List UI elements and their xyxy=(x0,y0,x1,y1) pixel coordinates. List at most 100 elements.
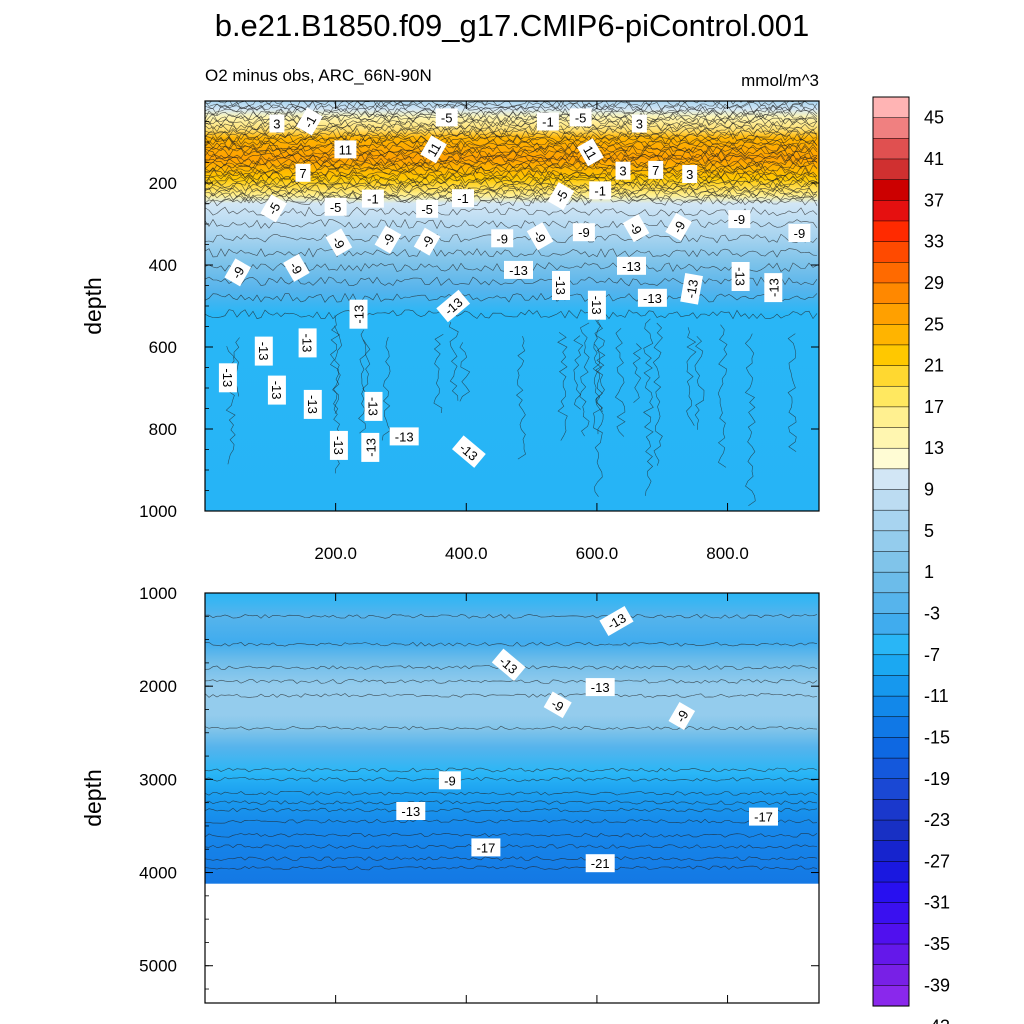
colorbar-label-19: -31 xyxy=(924,893,950,913)
colorbar-label-20: -35 xyxy=(924,934,950,954)
upper-contour-label-14: -5 xyxy=(324,197,347,216)
upper-contour-line-42 xyxy=(205,218,818,230)
colorbar-swatch-8 xyxy=(872,262,910,284)
upper-contour-label-text-35: -13 xyxy=(643,291,662,306)
lower-contour-label-box-9 xyxy=(585,854,615,873)
colorbar-swatch-12 xyxy=(872,344,910,367)
upper-contour-labels: 3 -1 -5 -1 -5 3 11 11 11 7 3 7 3 -5 -5 -1 -5 -1 -5 -1 -9 -9 -9… xyxy=(218,107,811,468)
colorbar-swatch-20 xyxy=(872,509,910,532)
colorbar-label-6: 21 xyxy=(924,356,944,376)
colorbar-swatch-43 xyxy=(872,985,910,1007)
colorbar-label-13: -7 xyxy=(924,645,940,665)
upper-contour-label-text-38: -13 xyxy=(766,278,781,297)
upper-contour-streak-6 xyxy=(595,315,606,435)
lower-contour-labels: -13 -13 -13 -9 -9 -9 -13 -17 -17 -21 xyxy=(396,605,778,873)
upper-ytick-label-3: 800 xyxy=(149,420,177,439)
colorbar-swatch-14 xyxy=(872,385,910,408)
upper-contour-label-2: -5 xyxy=(435,108,458,127)
upper-contour-label-text-45: -13 xyxy=(269,381,284,400)
colorbar-label-8: 13 xyxy=(924,438,944,458)
upper-contour-label-34: -13 xyxy=(617,256,646,275)
upper-contour-streak-22 xyxy=(448,321,459,401)
colorbar-swatch-19 xyxy=(872,489,910,511)
upper-contour-label-text-19: -1 xyxy=(594,183,606,198)
upper-contour-label-11: 7 xyxy=(648,160,664,179)
upper-contour-line-44 xyxy=(205,247,818,258)
upper-contour-streak-17 xyxy=(652,322,663,466)
upper-contour-label-box-27 xyxy=(665,212,692,241)
main-title: b.e21.B1850.f09_g17.CMIP6-piControl.001 xyxy=(215,8,810,43)
colorbar-swatch-3 xyxy=(872,158,910,181)
colorbar-swatch-16 xyxy=(872,427,910,449)
colorbar-swatch-1 xyxy=(872,117,910,139)
upper-contour-label-text-3: -1 xyxy=(542,115,554,130)
colorbar-label-18: -27 xyxy=(924,851,950,871)
upper-ytick-label-1: 400 xyxy=(149,256,177,275)
upper-contour-label-box-37 xyxy=(731,262,750,291)
colorbar-swatch-31 xyxy=(872,737,910,759)
upper-contour-label-text-29: -9 xyxy=(794,226,806,241)
upper-contour-label-text-49: -13 xyxy=(363,438,378,457)
upper-contour-label-box-45 xyxy=(267,375,286,405)
lower-contour-label-8: -17 xyxy=(471,838,501,857)
upper-contour-streak-9 xyxy=(573,335,584,410)
colorbar-swatch-5 xyxy=(872,200,910,222)
upper-contour-label-27: -9 xyxy=(665,212,692,241)
colorbar-swatch-25 xyxy=(872,613,910,635)
upper-contour-streak-12 xyxy=(592,344,604,497)
lower-contour-label-text-6: -13 xyxy=(401,804,420,819)
upper-contour-label-box-4 xyxy=(569,108,592,127)
upper-contour-label-box-36 xyxy=(680,272,703,305)
colorbar-label-21: -39 xyxy=(924,975,950,995)
colorbar-label-22: -43 xyxy=(924,1017,950,1024)
upper-contour-label-text-39: -13 xyxy=(589,296,604,315)
colorbar-swatch-36 xyxy=(872,840,910,862)
lower-ytick-label-0: 1000 xyxy=(139,584,177,603)
lower-contour-label-0: -13 xyxy=(599,605,634,637)
upper-contour-streak-20 xyxy=(433,333,444,414)
upper-contour-label-35: -13 xyxy=(637,288,667,307)
colorbar-swatch-29 xyxy=(872,695,910,718)
upper-ytick-label-4: 1000 xyxy=(139,502,177,521)
upper-contour-label-box-2 xyxy=(435,108,458,127)
colorbar-label-12: -3 xyxy=(924,604,940,624)
upper-xtick-label-3: 800.0 xyxy=(706,544,749,563)
lower-contour-line-1 xyxy=(205,641,818,647)
upper-contour-label-text-6: 11 xyxy=(339,142,353,157)
upper-contour-label-8: 11 xyxy=(577,138,604,167)
upper-contour-label-text-14: -5 xyxy=(330,200,342,215)
upper-contour-label-49: -13 xyxy=(361,432,380,462)
colorbar-label-7: 17 xyxy=(924,397,944,417)
lower-contour-label-box-4 xyxy=(668,701,696,731)
upper-contour-label-text-32: -13 xyxy=(509,263,528,278)
lower-contour-line-4 xyxy=(205,693,818,698)
lower-contour-label-9: -21 xyxy=(585,854,615,873)
upper-contour-label-text-9: 7 xyxy=(299,166,306,181)
upper-contour-label-box-31 xyxy=(283,253,310,282)
upper-contour-label-text-23: -9 xyxy=(496,231,508,246)
upper-contour-label-23: -9 xyxy=(491,229,514,248)
upper-contour-label-43: -13 xyxy=(298,328,317,358)
upper-contour-label-box-51 xyxy=(452,435,486,468)
lower-ylabel: depth xyxy=(80,769,106,827)
colorbar-swatch-26 xyxy=(872,633,910,656)
upper-contour-line-41 xyxy=(205,206,818,217)
upper-contour-streak-3 xyxy=(614,328,626,437)
lower-ytick-label-2: 3000 xyxy=(139,770,177,789)
upper-contour-line-1 xyxy=(205,101,818,111)
upper-contour-label-51: -13 xyxy=(452,435,486,468)
upper-contour-streak-7 xyxy=(459,342,471,402)
upper-contour-label-31: -9 xyxy=(283,253,310,282)
colorbar-label-17: -23 xyxy=(924,810,950,830)
upper-contour-label-text-47: -13 xyxy=(366,397,381,416)
upper-contour-line-18 xyxy=(205,142,818,153)
upper-contour-line-24 xyxy=(205,157,818,167)
lower-contour-label-6: -13 xyxy=(396,802,426,820)
upper-contour-label-text-11: 7 xyxy=(652,163,659,178)
upper-contour-label-box-17 xyxy=(452,189,474,208)
upper-axis-ticks: 200 400 600 800 1000 200.0 400.0 600.0 800.0 xyxy=(139,100,819,563)
colorbar-swatch-6 xyxy=(872,220,910,243)
colorbar-swatch-7 xyxy=(872,241,910,263)
upper-contour-line-21 xyxy=(205,149,818,160)
upper-panel: O2 minus obs, ARC_66N-90N mmol/m^3 3 -1 -5… xyxy=(80,66,820,563)
